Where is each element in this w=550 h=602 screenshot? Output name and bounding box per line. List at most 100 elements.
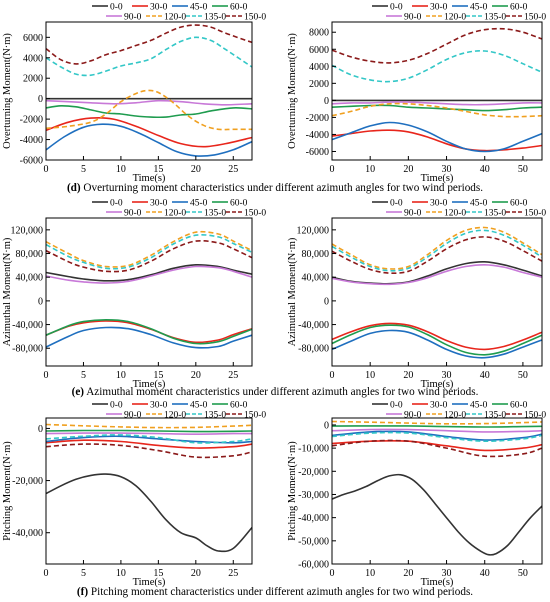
legend-label-135-0: 135-0 (484, 411, 506, 421)
plot-frame (45, 217, 253, 367)
x-tick-label: 20 (403, 370, 413, 381)
y-tick-label: 80,000 (16, 249, 44, 260)
legend-label-45-0: 45-0 (470, 401, 488, 411)
legend-label-45-0: 45-0 (190, 3, 208, 13)
series-line-120-0 (331, 102, 543, 118)
legend-label-120-0: 120-0 (444, 411, 466, 421)
legend: 0-0 30-0 45-0 60-0 90-0 120-0 135-0 150-0 (372, 401, 546, 421)
x-tick-label: 10 (116, 568, 126, 579)
x-tick-label: 50 (518, 370, 528, 381)
series-line-150-0 (45, 24, 253, 65)
legend-label-60-0: 60-0 (510, 401, 528, 411)
legend-label-30-0: 30-0 (150, 3, 168, 13)
legend-label-30-0: 30-0 (150, 199, 168, 209)
legend-label-90-0: 90-0 (124, 13, 142, 23)
y-tick-label: -6000 (306, 147, 329, 158)
legend-label-135-0: 135-0 (484, 209, 506, 219)
caption-d: (d) Overturning moment characteristics u… (66, 182, 484, 194)
caption-e: (e) Azimuthal moment characteristics und… (71, 386, 479, 398)
y-tick-label: 0 (38, 94, 43, 105)
y-axis-label: Overturning Moment(N·m) (287, 33, 298, 149)
legend-label-30-0: 30-0 (430, 3, 448, 13)
y-tick-label: -50,000 (298, 536, 329, 547)
caption-f: (f) Pitching moment characteristics unde… (76, 586, 474, 598)
legend-label-60-0: 60-0 (510, 199, 528, 209)
legend-label-45-0: 45-0 (190, 199, 208, 209)
x-tick-label: 40 (480, 164, 490, 175)
y-tick-label: 120,000 (297, 225, 330, 236)
legend-label-90-0: 90-0 (404, 13, 422, 23)
x-tick-label: 20 (191, 370, 201, 381)
legend-label-0-0: 0-0 (390, 199, 403, 209)
chart-panel-5: 0 5 10 15 20 25 -40,000 -20,000 0 Time(s) Pitching… (2, 401, 266, 589)
legend-label-60-0: 60-0 (230, 401, 248, 411)
legend-label-90-0: 90-0 (124, 209, 142, 219)
y-tick-label: 8000 (309, 28, 329, 39)
series-line-90-0 (331, 263, 543, 286)
series-line-135-0 (45, 434, 253, 444)
legend-label-90-0: 90-0 (404, 209, 422, 219)
legend-label-0-0: 0-0 (390, 3, 403, 13)
x-tick-label: 10 (365, 568, 375, 579)
series-line-150-0 (45, 443, 253, 459)
y-tick-label: -80,000 (12, 344, 43, 355)
x-tick-label: 15 (153, 568, 163, 579)
chart-panel-6: 0 10 20 30 40 50 -60,000 -50,000 -40,000 -30,000 -… (287, 401, 546, 589)
legend-label-90-0: 90-0 (124, 411, 142, 421)
y-tick-label: -60,000 (298, 560, 329, 571)
legend-label-30-0: 30-0 (430, 199, 448, 209)
series-line-60-0 (45, 318, 253, 345)
y-tick-label: 6000 (23, 33, 43, 44)
legend-label-0-0: 0-0 (110, 401, 123, 411)
series-line-45-0 (45, 435, 253, 444)
y-tick-label: 40,000 (16, 273, 44, 284)
y-axis-label: Azimuthal Moment(N·m) (287, 237, 298, 346)
chart-panel-1: 0 5 10 15 20 25 -6000 -4000 -2000 0 2000 4000 6000 Ti… (2, 3, 266, 185)
x-tick-label: 20 (191, 568, 201, 579)
x-tick-label: 0 (330, 568, 335, 579)
x-tick-label: 10 (365, 370, 375, 381)
y-tick-label: -20,000 (298, 467, 329, 478)
x-tick-label: 0 (44, 568, 49, 579)
legend-label-135-0: 135-0 (204, 13, 226, 23)
x-tick-label: 40 (480, 568, 490, 579)
y-tick-label: -30,000 (298, 490, 329, 501)
x-axis-label: Time(s) (133, 379, 166, 390)
x-tick-label: 20 (191, 164, 201, 175)
y-tick-label: -10,000 (298, 444, 329, 455)
series-line-30-0 (331, 129, 543, 152)
y-tick-label: 40,000 (302, 273, 330, 284)
series-line-45-0 (331, 430, 543, 441)
chart-panel-4: 0 10 20 30 40 50 -80,000 -40,000 0 40,000 80,000 12… (287, 199, 546, 391)
x-tick-label: 15 (153, 164, 163, 175)
x-axis-label: Time(s) (421, 173, 454, 184)
y-tick-label: 4000 (309, 62, 329, 73)
x-tick-label: 10 (365, 164, 375, 175)
chart-panel-2: 0 10 20 30 40 50 -6000 -4000 -2000 0 2000 4000 6000 8… (287, 3, 546, 185)
y-axis-label: Azimuthal Moment(N·m) (2, 237, 13, 346)
y-tick-label: -2000 (20, 115, 43, 126)
legend-label-150-0: 150-0 (524, 209, 546, 219)
legend-label-60-0: 60-0 (230, 3, 248, 13)
series-line-135-0 (45, 36, 253, 77)
series-line-45-0 (45, 123, 253, 157)
series-line-90-0 (45, 99, 253, 106)
series-line-120-0 (45, 423, 253, 429)
series-line-60-0 (331, 425, 543, 428)
legend-label-0-0: 0-0 (110, 3, 123, 13)
x-axis-label: Time(s) (421, 379, 454, 390)
x-axis-label: Time(s) (133, 577, 166, 588)
x-tick-label: 0 (44, 370, 49, 381)
x-tick-label: 30 (442, 568, 452, 579)
series-line-150-0 (45, 239, 253, 273)
legend-label-120-0: 120-0 (164, 411, 186, 421)
plot-frame (331, 217, 543, 367)
plot-frame (45, 417, 253, 565)
y-tick-label: -2000 (306, 113, 329, 124)
x-tick-label: 25 (228, 164, 238, 175)
legend-label-0-0: 0-0 (390, 401, 403, 411)
x-tick-label: 20 (403, 164, 413, 175)
x-tick-label: 25 (228, 568, 238, 579)
legend-label-120-0: 120-0 (164, 13, 186, 23)
